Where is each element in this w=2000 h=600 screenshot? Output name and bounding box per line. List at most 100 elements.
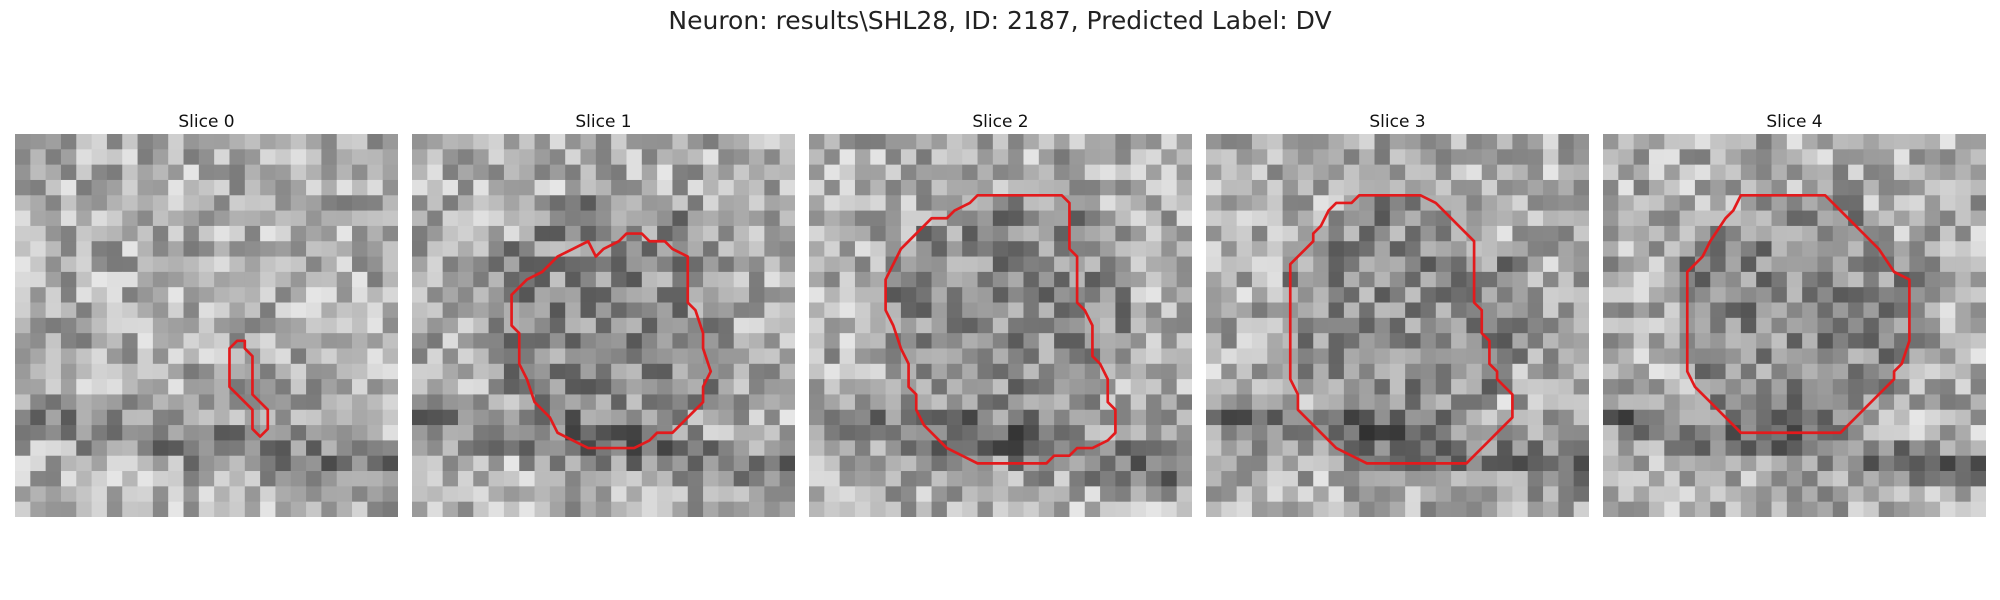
pixel <box>183 271 200 288</box>
pixel <box>137 302 154 319</box>
pixel <box>1038 271 1055 288</box>
pixel <box>824 134 841 150</box>
pixel <box>1679 195 1696 211</box>
pixel <box>1512 164 1529 181</box>
pixel <box>137 317 154 334</box>
pixel <box>1940 348 1956 365</box>
pixel <box>1940 394 1956 411</box>
pixel <box>229 195 246 211</box>
pixel <box>1786 256 1803 273</box>
pixel <box>290 348 307 365</box>
pixel <box>321 287 338 303</box>
pixel <box>1221 287 1238 303</box>
pixel <box>916 425 932 441</box>
pixel <box>30 241 47 257</box>
pixel <box>1771 134 1788 150</box>
pixel <box>1343 317 1360 334</box>
pixel <box>1618 287 1635 303</box>
pixel <box>183 179 200 196</box>
slice-image <box>412 134 795 517</box>
pixel <box>1817 394 1834 411</box>
pixel <box>1740 409 1757 426</box>
pixel <box>1894 149 1910 166</box>
pixel <box>1679 134 1696 150</box>
pixel <box>1786 179 1803 196</box>
pixel <box>1497 348 1513 365</box>
pixel <box>703 425 719 441</box>
pixel <box>275 210 292 227</box>
pixel <box>1359 425 1375 441</box>
pixel <box>1633 425 1650 441</box>
pixel <box>992 164 1009 181</box>
pixel <box>1863 164 1880 181</box>
pixel <box>198 333 215 349</box>
pixel <box>1420 241 1437 257</box>
pixel <box>733 379 750 395</box>
pixel <box>137 271 154 288</box>
pixel <box>1297 164 1314 181</box>
pixel <box>152 317 169 334</box>
pixel <box>1664 409 1680 426</box>
pixel <box>290 271 307 288</box>
pixel <box>15 179 31 196</box>
pixel <box>214 440 230 457</box>
pixel <box>1771 409 1788 426</box>
pixel <box>1679 425 1696 441</box>
pixel <box>1069 134 1086 150</box>
pixel <box>321 179 338 196</box>
pixel <box>1069 241 1086 257</box>
pixel <box>1221 302 1238 319</box>
pixel <box>1069 409 1086 426</box>
pixel <box>1176 210 1192 227</box>
pixel <box>1221 363 1238 380</box>
pixel <box>839 317 856 334</box>
pixel <box>1054 302 1070 319</box>
pixel <box>1038 134 1055 150</box>
pixel <box>1130 195 1147 211</box>
pixel <box>824 363 841 380</box>
pixel <box>1343 271 1360 288</box>
pixel <box>1832 225 1849 242</box>
pixel <box>1940 195 1956 211</box>
pixel <box>488 471 505 487</box>
pixel <box>137 134 154 150</box>
pixel <box>519 425 535 441</box>
pixel <box>870 317 886 334</box>
pixel <box>1558 256 1575 273</box>
pixel <box>931 134 948 150</box>
pixel <box>1146 256 1162 273</box>
pixel <box>1512 134 1529 150</box>
pixel <box>106 501 123 517</box>
pixel <box>1161 501 1178 517</box>
pixel <box>1343 486 1360 503</box>
pixel <box>1069 394 1086 411</box>
pixel <box>183 225 200 242</box>
pixel <box>260 241 276 257</box>
pixel <box>1389 210 1406 227</box>
pixel <box>1206 379 1222 395</box>
pixel <box>76 256 92 273</box>
pixel <box>367 409 384 426</box>
pixel <box>306 440 322 457</box>
pixel <box>1038 241 1055 257</box>
pixel <box>1206 302 1222 319</box>
pixel <box>1817 179 1834 196</box>
pixel <box>290 394 307 411</box>
pixel <box>1405 241 1421 257</box>
pixel <box>519 440 535 457</box>
pixel <box>1115 363 1132 380</box>
pixel <box>1130 287 1147 303</box>
pixel <box>1420 425 1437 441</box>
pixel <box>214 225 230 242</box>
pixel <box>488 409 505 426</box>
pixel <box>764 256 781 273</box>
pixel <box>1206 134 1222 150</box>
pixel <box>1054 225 1070 242</box>
pixel <box>870 149 886 166</box>
pixel <box>1084 149 1101 166</box>
pixel <box>687 225 704 242</box>
pixel <box>244 179 261 196</box>
pixel <box>977 164 994 181</box>
pixel <box>1618 486 1635 503</box>
pixel <box>198 440 215 457</box>
